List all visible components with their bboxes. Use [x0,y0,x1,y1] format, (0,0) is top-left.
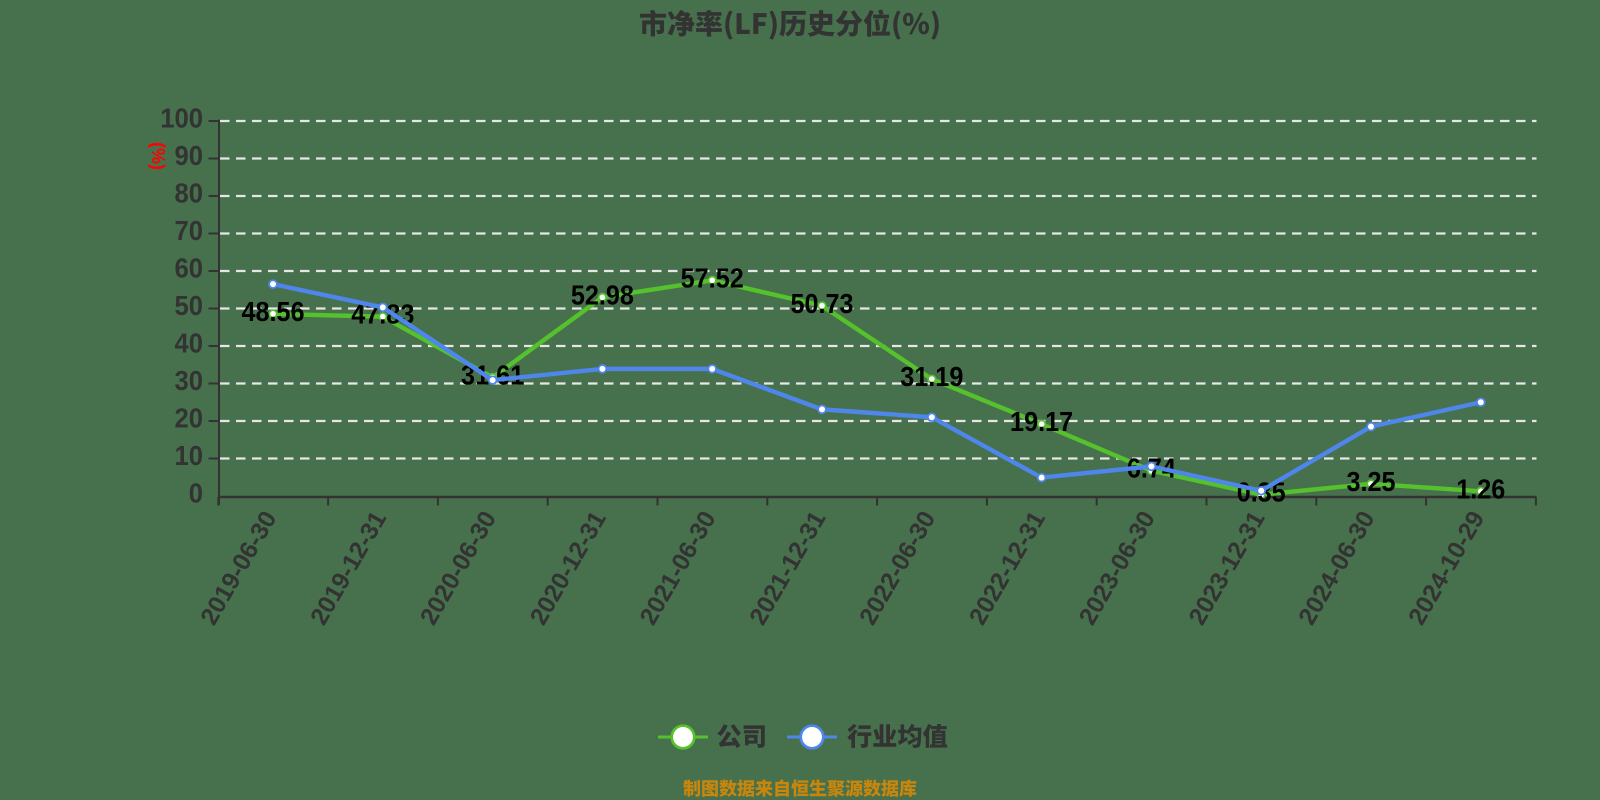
svg-text:1.26: 1.26 [1456,473,1505,504]
svg-text:30: 30 [175,365,204,396]
svg-text:80: 80 [175,178,204,209]
svg-text:19.17: 19.17 [1010,406,1073,437]
svg-text:3.25: 3.25 [1347,466,1396,497]
svg-text:90: 90 [175,140,204,171]
svg-text:57.52: 57.52 [681,262,744,293]
svg-text:52.98: 52.98 [571,279,634,310]
svg-text:40: 40 [175,328,204,359]
svg-text:31.19: 31.19 [900,361,963,392]
svg-text:48.56: 48.56 [241,296,304,327]
svg-text:50: 50 [175,290,204,321]
svg-text:60: 60 [175,253,204,284]
svg-text:0: 0 [189,478,203,509]
svg-text:100: 100 [160,103,203,134]
svg-text:20: 20 [175,403,204,434]
svg-text:10: 10 [175,440,204,471]
svg-text:50.73: 50.73 [790,288,853,319]
svg-text:70: 70 [175,215,204,246]
svg-text:(%): (%) [148,142,168,170]
